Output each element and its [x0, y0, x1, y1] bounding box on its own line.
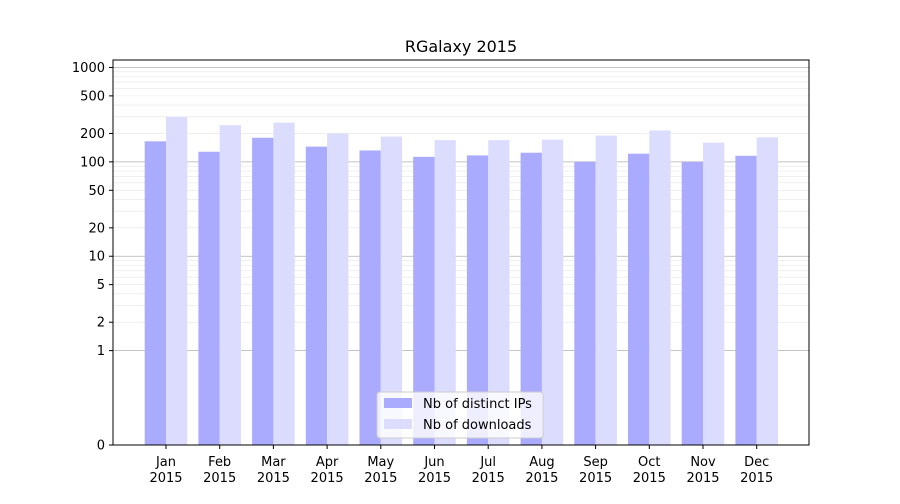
- bar-distinct-ips-may: [359, 150, 381, 445]
- legend-swatch: [384, 398, 412, 408]
- x-tick-label-year: 2015: [686, 471, 719, 486]
- bars: [144, 116, 778, 446]
- bar-distinct-ips-apr: [305, 146, 328, 445]
- x-tick-label-year: 2015: [633, 471, 666, 486]
- x-tick-label-year: 2015: [740, 471, 773, 486]
- bar-distinct-ips-aug: [520, 152, 542, 445]
- y-tick-label: 20: [88, 221, 105, 236]
- y-tick-label: 5: [97, 278, 105, 293]
- legend-label: Nb of distinct IPs: [423, 397, 532, 412]
- legend-label: Nb of downloads: [423, 418, 532, 433]
- x-tick-label-year: 2015: [364, 471, 397, 486]
- x-axis: Jan2015Feb2015Mar2015Apr2015May2015Jun20…: [149, 445, 773, 486]
- x-tick-label-year: 2015: [525, 471, 558, 486]
- bar-downloads-jul: [488, 140, 510, 445]
- bar-distinct-ips-oct: [628, 153, 650, 445]
- x-tick-label-year: 2015: [203, 471, 236, 486]
- y-tick-label: 1000: [72, 61, 105, 76]
- plot-frame: [112, 59, 810, 446]
- y-tick-label: 50: [88, 184, 105, 199]
- x-tick-label-month: Aug: [529, 455, 554, 470]
- bar-downloads-sep: [595, 135, 617, 445]
- x-tick-label-year: 2015: [149, 471, 182, 486]
- y-tick-label: 100: [80, 155, 105, 170]
- x-tick-label-month: Feb: [208, 455, 231, 470]
- legend-box: [376, 391, 544, 439]
- x-tick-label-year: 2015: [579, 471, 612, 486]
- x-tick-label-month: Apr: [316, 455, 339, 470]
- y-tick-label: 0: [97, 439, 105, 454]
- x-tick-label-year: 2015: [418, 471, 451, 486]
- x-tick-label-year: 2015: [311, 471, 344, 486]
- x-tick-label-month: Jul: [479, 455, 496, 470]
- y-tick-label: 10: [88, 250, 105, 265]
- bar-distinct-ips-jun: [413, 156, 435, 445]
- bar-downloads-apr: [327, 133, 349, 445]
- bar-downloads-aug: [541, 139, 564, 445]
- y-tick-label: 1: [97, 344, 105, 359]
- y-tick-label: 500: [80, 89, 105, 104]
- bar-downloads-may: [380, 136, 403, 445]
- bar-downloads-feb: [219, 125, 241, 446]
- y-tick-label: 2: [97, 316, 105, 331]
- x-tick-label-month: Nov: [690, 455, 716, 470]
- bar-downloads-oct: [649, 130, 671, 446]
- bar-downloads-jun: [434, 140, 456, 445]
- bar-downloads-dec: [756, 137, 778, 446]
- bar-downloads-mar: [273, 122, 295, 446]
- bar-distinct-ips-mar: [252, 137, 274, 445]
- bar-distinct-ips-feb: [198, 151, 220, 446]
- bar-distinct-ips-jul: [466, 155, 489, 446]
- x-tick-label-year: 2015: [257, 471, 290, 486]
- y-tick-label: 200: [80, 127, 105, 142]
- bar-distinct-ips-jan: [144, 141, 166, 446]
- x-tick-label-month: Sep: [583, 455, 608, 470]
- bar-downloads-jan: [166, 116, 188, 446]
- x-tick-label-month: Jun: [423, 455, 444, 470]
- y-axis: 0 1 2 5 10 20 50 100 200 500 1000: [72, 61, 113, 454]
- bar-distinct-ips-sep: [574, 161, 596, 445]
- x-tick-label-month: Mar: [261, 455, 286, 470]
- x-tick-label-month: Dec: [744, 455, 769, 470]
- x-tick-label-month: Oct: [638, 455, 660, 470]
- x-tick-label-month: Jan: [155, 455, 176, 470]
- x-tick-label-year: 2015: [472, 471, 505, 486]
- legend: Nb of distinct IPs Nb of downloads: [376, 391, 544, 439]
- legend-swatch: [384, 419, 412, 429]
- chart-title: RGalaxy 2015: [405, 37, 517, 56]
- bar-downloads-nov: [703, 142, 725, 445]
- x-tick-label-month: May: [367, 455, 394, 470]
- bar-distinct-ips-nov: [681, 161, 703, 445]
- bar-distinct-ips-dec: [735, 155, 757, 445]
